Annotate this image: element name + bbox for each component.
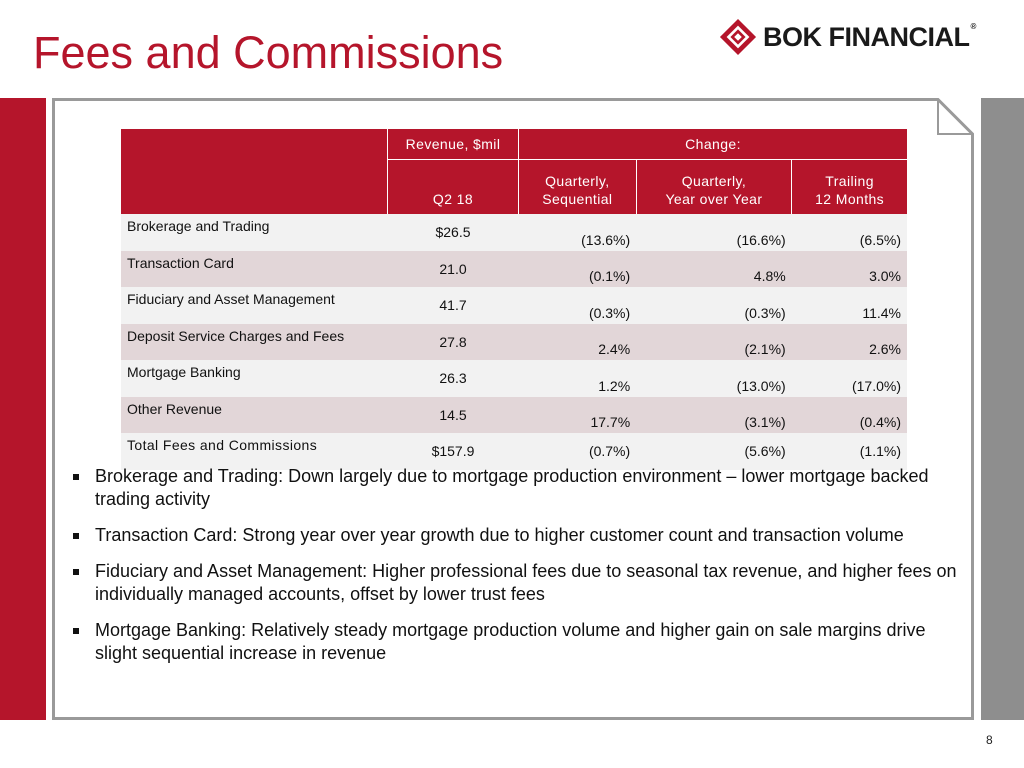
- row-trailing: 11.4%: [791, 287, 907, 324]
- logo-text: BOK FINANCIAL®: [763, 21, 976, 52]
- row-revenue: 21.0: [387, 250, 519, 287]
- row-year-over-year: (16.6%): [636, 214, 792, 251]
- row-sequential: (0.3%): [518, 287, 637, 324]
- table-row: Brokerage and Trading $26.5 (13.6%) (16.…: [121, 214, 907, 251]
- page-number: 8: [986, 733, 993, 747]
- row-year-over-year: (5.6%): [636, 433, 792, 470]
- table-row: Mortgage Banking 26.3 1.2% (13.0%) (17.0…: [121, 360, 907, 397]
- row-revenue: $26.5: [387, 214, 519, 251]
- bullet-item: Mortgage Banking: Relatively steady mort…: [73, 619, 963, 665]
- slide-title: Fees and Commissions: [33, 27, 504, 78]
- row-sequential: 2.4%: [518, 323, 637, 360]
- row-trailing: 3.0%: [791, 250, 907, 287]
- row-trailing: (17.0%): [791, 360, 907, 397]
- row-sequential: (0.1%): [518, 250, 637, 287]
- row-trailing: (1.1%): [791, 433, 907, 470]
- header-blank: [121, 129, 388, 214]
- row-label: Deposit Service Charges and Fees: [121, 323, 388, 360]
- square-bullet-icon: [73, 628, 79, 634]
- row-year-over-year: (0.3%): [636, 287, 792, 324]
- company-logo: BOK FINANCIAL®: [719, 17, 999, 57]
- table-row: Transaction Card 21.0 (0.1%) 4.8% 3.0%: [121, 250, 907, 287]
- header-trailing: Trailing 12 Months: [791, 159, 907, 214]
- bullet-item: Fiduciary and Asset Management: Higher p…: [73, 560, 963, 606]
- row-year-over-year: (2.1%): [636, 323, 792, 360]
- table-row: Other Revenue 14.5 17.7% (3.1%) (0.4%): [121, 396, 907, 433]
- bullet-text: Brokerage and Trading: Down largely due …: [95, 466, 929, 509]
- table-subheader-row: Q2 18 Quarterly, Sequential Quarterly, Yea…: [121, 159, 907, 214]
- square-bullet-icon: [73, 474, 79, 480]
- header-year-over-year: Quarterly, Year over Year: [636, 159, 793, 214]
- bullet-item: Transaction Card: Strong year over year …: [73, 524, 963, 547]
- row-label: Mortgage Banking: [121, 360, 388, 397]
- row-revenue: 27.8: [387, 323, 519, 360]
- bullet-text: Fiduciary and Asset Management: Higher p…: [95, 561, 957, 604]
- row-sequential: 17.7%: [518, 396, 637, 433]
- row-label: Transaction Card: [121, 250, 388, 287]
- right-accent-bar: [981, 98, 1024, 720]
- bullet-text: Mortgage Banking: Relatively steady mort…: [95, 620, 926, 663]
- left-accent-bar: [0, 98, 46, 720]
- table-total-row: Total Fees and Commissions $157.9 (0.7%)…: [121, 433, 907, 470]
- header-sequential: Quarterly, Sequential: [518, 159, 637, 214]
- table-row: Deposit Service Charges and Fees 27.8 2.…: [121, 323, 907, 360]
- header-q2: Q2 18: [387, 159, 519, 214]
- row-year-over-year: (13.0%): [636, 360, 792, 397]
- row-revenue: 26.3: [387, 360, 519, 397]
- row-revenue: 14.5: [387, 396, 519, 433]
- header-revenue-group: Revenue, $mil: [387, 129, 519, 160]
- row-trailing: (6.5%): [791, 214, 907, 251]
- row-label: Total Fees and Commissions: [121, 433, 388, 470]
- square-bullet-icon: [73, 569, 79, 575]
- bullet-text: Transaction Card: Strong year over year …: [95, 525, 904, 545]
- table-row: Fiduciary and Asset Management 41.7 (0.3…: [121, 287, 907, 324]
- row-trailing: 2.6%: [791, 323, 907, 360]
- row-trailing: (0.4%): [791, 396, 907, 433]
- header-change-group: Change:: [518, 129, 907, 160]
- registered-mark: ®: [970, 21, 976, 31]
- row-year-over-year: 4.8%: [636, 250, 792, 287]
- fees-table: Revenue, $mil Change: Q2 18 Quarterly, Se…: [121, 129, 907, 470]
- row-label: Fiduciary and Asset Management: [121, 287, 388, 324]
- row-sequential: (13.6%): [518, 214, 637, 251]
- row-revenue: 41.7: [387, 287, 519, 324]
- row-sequential: 1.2%: [518, 360, 637, 397]
- bullet-item: Brokerage and Trading: Down largely due …: [73, 465, 963, 511]
- row-sequential: (0.7%): [518, 433, 637, 470]
- square-bullet-icon: [73, 533, 79, 539]
- row-revenue: $157.9: [387, 433, 519, 470]
- row-label: Other Revenue: [121, 396, 388, 433]
- table-header-row: Revenue, $mil Change:: [121, 129, 907, 214]
- bok-diamond-logo-icon: [719, 18, 757, 56]
- row-year-over-year: (3.1%): [636, 396, 792, 433]
- row-label: Brokerage and Trading: [121, 214, 388, 251]
- commentary-bullets: Brokerage and Trading: Down largely due …: [73, 465, 963, 678]
